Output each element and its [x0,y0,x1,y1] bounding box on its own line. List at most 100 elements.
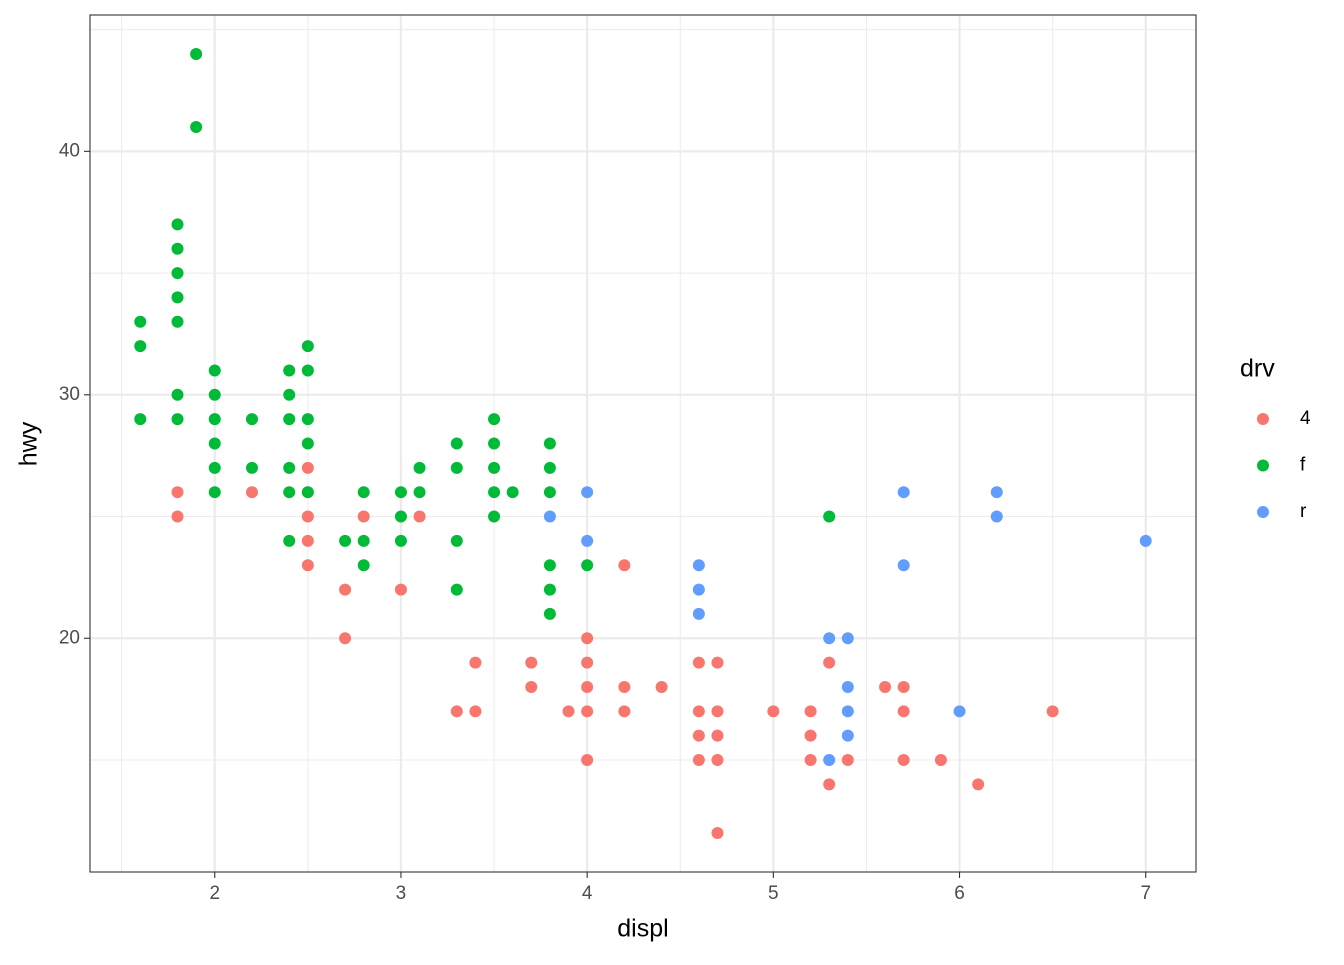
point [450,461,463,474]
point [283,388,296,401]
point [413,461,426,474]
point [488,437,501,450]
point [897,680,910,693]
point [301,534,314,547]
panel-border [89,14,1197,873]
point [301,413,314,426]
point [208,486,221,499]
point [841,729,854,742]
point [413,486,426,499]
point [506,486,519,499]
point [301,364,314,377]
point [543,510,556,523]
x-tick-label: 3 [396,883,407,904]
point [171,267,184,280]
point [488,413,501,426]
point [823,632,836,645]
point [990,510,1003,523]
point [301,437,314,450]
point [283,486,296,499]
point [543,559,556,572]
point [581,559,594,572]
x-tick-label: 7 [1140,883,1151,904]
point [543,437,556,450]
point [692,559,705,572]
point [692,729,705,742]
point [823,656,836,669]
legend-key [1257,506,1269,518]
point [543,461,556,474]
legend-title: drv [1240,355,1275,383]
point [357,559,370,572]
point [934,754,947,767]
point [562,705,575,718]
point [525,656,538,669]
point [208,437,221,450]
point [488,461,501,474]
y-tick-label: 30 [59,384,80,405]
point [1139,534,1152,547]
x-axis-title: displ [617,915,668,943]
point [171,242,184,255]
point [450,534,463,547]
point [581,705,594,718]
legend-label: f [1300,455,1306,476]
point [897,705,910,718]
point [543,607,556,620]
point [581,754,594,767]
x-tick-label: 5 [768,883,779,904]
x-tick-label: 2 [209,883,220,904]
point [134,340,147,353]
point [841,632,854,645]
point [581,534,594,547]
point [301,461,314,474]
point [171,315,184,328]
point [208,413,221,426]
point [581,680,594,693]
point [171,218,184,231]
point [990,486,1003,499]
point [711,754,724,767]
point [581,486,594,499]
y-axis-title: hwy [15,421,43,466]
legend-label: r [1300,501,1307,522]
point [339,534,352,547]
point [841,705,854,718]
point [450,437,463,450]
point [190,120,203,133]
x-tick-label: 6 [954,883,965,904]
point [767,705,780,718]
point [543,583,556,596]
point [171,413,184,426]
point [283,461,296,474]
point [245,413,258,426]
point [413,510,426,523]
point [301,340,314,353]
point [897,559,910,572]
point [134,413,147,426]
point [245,461,258,474]
point [339,632,352,645]
point [208,388,221,401]
point [692,607,705,620]
point [394,510,407,523]
point [543,486,556,499]
point [841,754,854,767]
point [711,705,724,718]
point [283,364,296,377]
point [655,680,668,693]
point [618,705,631,718]
point [190,47,203,60]
point [450,583,463,596]
point [879,680,892,693]
point [841,680,854,693]
point [618,559,631,572]
point [972,778,985,791]
point [897,754,910,767]
point [953,705,966,718]
point [823,754,836,767]
point [134,315,147,328]
point [283,534,296,547]
legend-key [1257,459,1269,472]
point [171,486,184,499]
